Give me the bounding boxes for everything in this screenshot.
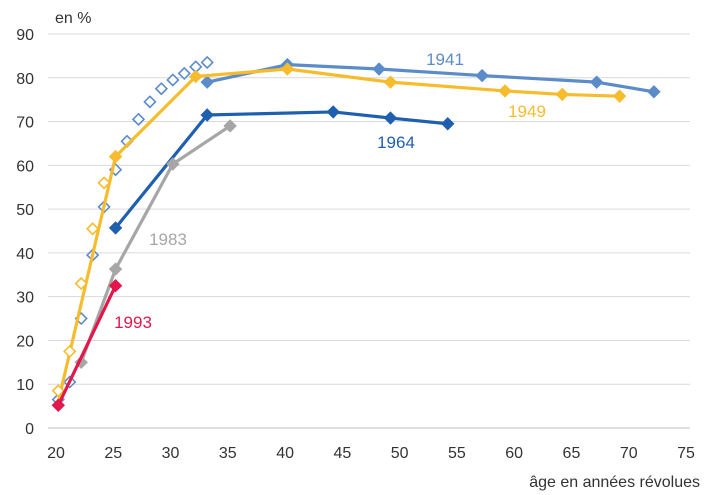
- series-1941: [51, 55, 661, 407]
- point-hollow-1949-3: [86, 222, 100, 236]
- point-1964-3: [383, 111, 398, 125]
- series-labels: 1941 1949 1964 1983 1993: [114, 50, 546, 332]
- x-tick-label-40: 40: [276, 445, 294, 462]
- point-hollow-1941-13: [200, 55, 214, 70]
- point-hollow-1941-9: [154, 82, 169, 96]
- y-tick-label-0: 0: [25, 421, 34, 438]
- x-tick-label-60: 60: [505, 445, 523, 462]
- point-1949-6: [612, 89, 627, 103]
- series-1964: [108, 105, 455, 235]
- point-1949-4: [498, 84, 512, 98]
- x-tick-label-35: 35: [219, 445, 237, 462]
- point-hollow-1941-7: [131, 112, 146, 126]
- y-tick-label-90: 90: [16, 27, 34, 44]
- point-1949-3: [383, 75, 398, 89]
- point-1993-1: [108, 279, 123, 293]
- series-label-1983: 1983: [149, 230, 187, 249]
- point-1941-3: [475, 68, 489, 83]
- y-tick-label-20: 20: [16, 333, 34, 350]
- point-1964-4: [441, 117, 455, 131]
- x-axis-title: âge en années révolues: [529, 474, 700, 491]
- point-1993-0: [51, 398, 65, 412]
- point-1941-5: [647, 85, 661, 99]
- x-tick-label-25: 25: [104, 445, 122, 462]
- y-axis-title: en %: [55, 10, 91, 27]
- series-1949: [51, 62, 627, 404]
- x-tick-label-50: 50: [391, 445, 409, 462]
- series-line-1964: [113, 110, 450, 230]
- y-tick-label-30: 30: [16, 290, 34, 307]
- series-line-1993: [56, 284, 118, 407]
- series-label-1949: 1949: [508, 102, 546, 121]
- point-hollow-1949-0: [51, 384, 65, 398]
- point-hollow-1949-4: [97, 176, 111, 190]
- point-hollow-1941-10: [166, 73, 180, 87]
- point-hollow-1941-11: [177, 66, 191, 81]
- y-tick-label-50: 50: [16, 202, 34, 219]
- point-1964-1: [200, 108, 214, 122]
- gridlines: [48, 33, 690, 429]
- x-tick-label-20: 20: [47, 445, 65, 462]
- x-tick-label-55: 55: [448, 445, 466, 462]
- series-label-1964: 1964: [377, 133, 415, 152]
- point-1983-2: [166, 157, 180, 171]
- y-tick-label-80: 80: [16, 71, 34, 88]
- y-tick-label-10: 10: [16, 377, 34, 394]
- series-line-1983: [79, 124, 232, 364]
- point-hollow-1941-8: [143, 95, 157, 109]
- point-1949-0: [108, 149, 123, 164]
- x-axis-ticks: 20 25 30 35 40 45 50 55 60 65 70 75: [47, 445, 695, 462]
- series-line-1949: [56, 67, 622, 404]
- point-1941-0: [200, 75, 214, 89]
- point-1964-2: [326, 105, 340, 119]
- x-tick-label-30: 30: [162, 445, 180, 462]
- point-hollow-1949-1: [63, 344, 77, 359]
- series-label-1993: 1993: [114, 313, 152, 332]
- point-1949-2: [280, 62, 295, 76]
- x-tick-label-75: 75: [677, 445, 695, 462]
- point-1983-1: [108, 262, 123, 276]
- x-tick-label-70: 70: [620, 445, 638, 462]
- point-1964-0: [108, 221, 123, 235]
- series-1993: [51, 279, 123, 412]
- series-group: [51, 55, 661, 412]
- y-tick-label-40: 40: [16, 246, 34, 263]
- point-1941-4: [589, 75, 604, 89]
- point-1941-2: [372, 62, 386, 76]
- y-axis-ticks: 0 10 20 30 40 50 60 70 80 90: [16, 27, 34, 438]
- x-tick-label-65: 65: [563, 445, 581, 462]
- y-tick-label-70: 70: [16, 115, 34, 132]
- x-tick-label-45: 45: [333, 445, 351, 462]
- point-hollow-1949-2: [74, 276, 88, 291]
- series-line-1941: [205, 63, 656, 94]
- point-1949-1: [189, 69, 203, 84]
- point-1983-3: [223, 119, 237, 133]
- point-1949-5: [555, 87, 569, 102]
- series-label-1941: 1941: [426, 50, 464, 69]
- y-tick-label-60: 60: [16, 158, 34, 175]
